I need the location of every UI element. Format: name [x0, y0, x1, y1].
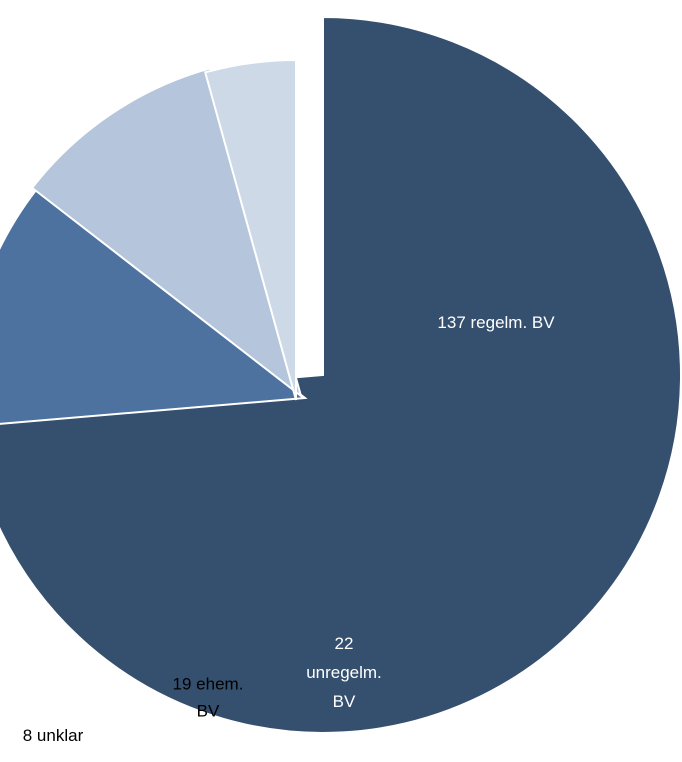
slice-unklar: [203, 58, 297, 401]
slice-regelm-bv: [0, 15, 682, 734]
pie-labels: 137 regelm. BV 22 unregelm. BV 19 ehem. BV 8 u…: [23, 313, 555, 745]
slice-unregelm-bv-label: 22 unregelm. BV: [306, 634, 382, 711]
pie-slices: [0, 15, 682, 734]
slice-unregelm-bv: [0, 188, 308, 425]
slice-regelm-bv-label: 137 regelm. BV: [437, 313, 555, 332]
slice-ehem-bv-label: 19 ehem. BV: [173, 675, 244, 721]
slice-unklar-label: 8 unklar: [23, 726, 84, 745]
slice-ehem-bv: [30, 67, 303, 399]
